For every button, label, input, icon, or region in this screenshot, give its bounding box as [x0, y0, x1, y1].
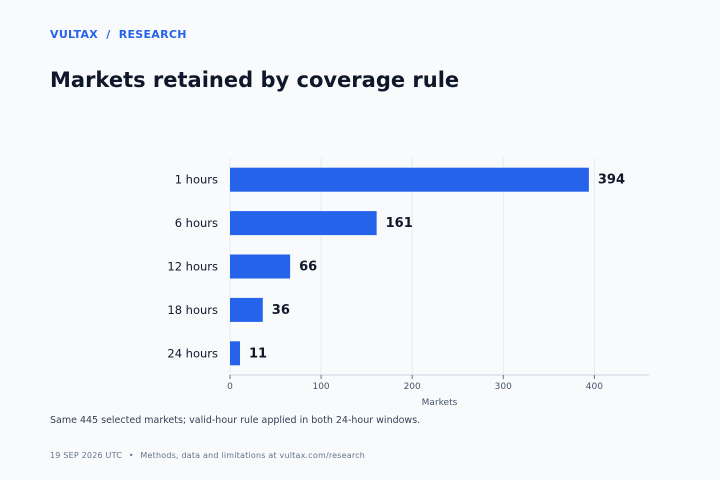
footer-date: 19 SEP 2026 UTC	[50, 451, 122, 460]
breadcrumb-brand[interactable]: VULTAX	[50, 28, 99, 41]
footer-text[interactable]: Methods, data and limitations at vultax.…	[140, 451, 366, 460]
x-tick-label: 200	[404, 382, 421, 392]
footer-bullet: •	[128, 451, 134, 460]
category-label: 12 hours	[167, 260, 218, 274]
category-label: 24 hours	[167, 346, 218, 360]
bar	[230, 211, 377, 236]
data-label: 11	[249, 346, 267, 361]
x-tick-label: 0	[227, 382, 233, 392]
bar	[230, 167, 589, 192]
x-tick-label: 100	[312, 382, 329, 392]
footer: 19 SEP 2026 UTC • Methods, data and limi…	[50, 451, 365, 460]
data-label: 36	[272, 303, 290, 318]
data-label: 394	[598, 173, 625, 188]
x-tick-label: 300	[495, 382, 512, 392]
category-label: 18 hours	[167, 303, 218, 317]
bar	[230, 297, 263, 322]
chart-note: Same 445 selected markets; valid-hour ru…	[50, 415, 421, 426]
x-axis-label: Markets	[422, 398, 458, 408]
category-label: 6 hours	[175, 216, 218, 230]
bar	[230, 341, 241, 366]
data-label: 161	[386, 216, 413, 231]
breadcrumb-separator: /	[106, 28, 111, 41]
breadcrumb-section[interactable]: RESEARCH	[118, 28, 187, 41]
bar	[230, 254, 291, 279]
x-tick-label: 400	[586, 382, 603, 392]
breadcrumb: VULTAX / RESEARCH	[50, 28, 187, 41]
category-label: 1 hours	[175, 173, 218, 187]
data-label: 66	[299, 260, 317, 275]
page-title: Markets retained by coverage rule	[50, 68, 460, 92]
